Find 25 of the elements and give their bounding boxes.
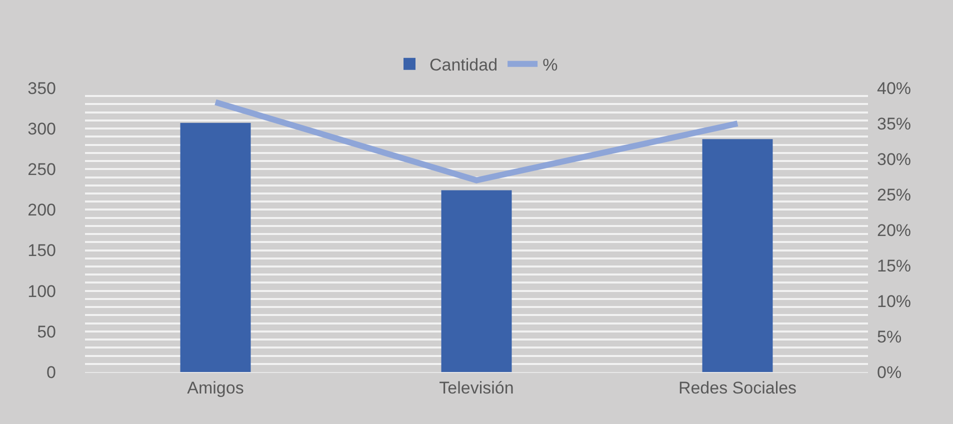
y2-tick-label: 40% [877, 78, 912, 98]
legend-label: Cantidad [430, 56, 498, 74]
y-tick-label: 100 [28, 282, 56, 301]
y-tick-label: 50 [37, 322, 56, 342]
x-tick-label: Redes Sociales [678, 378, 797, 398]
y-tick-label: 300 [28, 120, 56, 139]
legend-label: % [542, 56, 558, 74]
y2-tick-label: 20% [877, 220, 912, 240]
bar [180, 122, 251, 372]
y2-tick-label: 0% [877, 362, 902, 382]
y-tick-label: 150 [28, 241, 56, 260]
y-tick-label: 0 [46, 362, 56, 382]
y2-tick-label: 10% [877, 292, 912, 311]
y2-tick-label: 15% [877, 256, 912, 276]
y2-tick-label: 25% [877, 185, 912, 204]
bar [441, 190, 512, 372]
x-tick-label: Televisión [439, 378, 514, 398]
y2-tick-label: 30% [877, 150, 912, 169]
x-tick-label: Amigos [187, 378, 244, 398]
bar [702, 139, 773, 372]
y-tick-label: 200 [28, 200, 56, 220]
y2-tick-label: 35% [877, 114, 912, 134]
y-tick-label: 350 [28, 78, 56, 98]
y-tick-label: 250 [28, 160, 56, 180]
y2-tick-label: 5% [877, 327, 902, 346]
